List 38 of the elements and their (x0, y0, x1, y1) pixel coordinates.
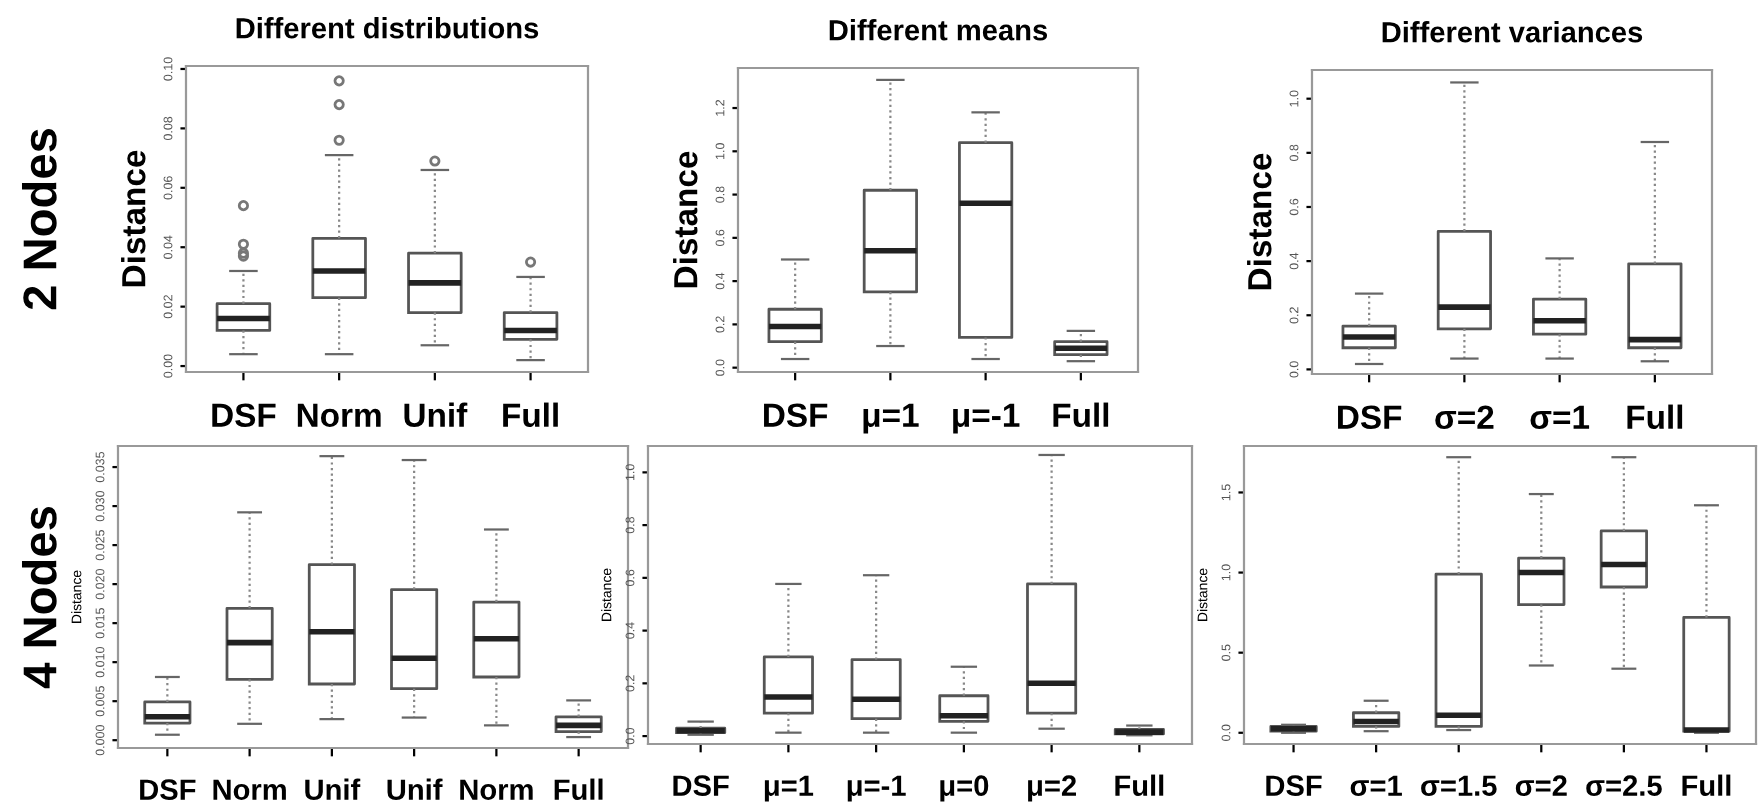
x-tick-label: Full (554, 778, 603, 800)
x-tick-label: Norm (297, 403, 381, 428)
x-tick-label: σ=2 (1515, 775, 1567, 796)
x-tick-label: Unif (404, 402, 468, 428)
x-tick-label: DSF (764, 403, 828, 428)
x-tick-label: μ=0 (940, 775, 989, 802)
x-tick-label: σ=2 (1435, 405, 1494, 430)
chart-title: Different variances (1382, 21, 1643, 43)
x-tick-label: Norm (213, 779, 286, 800)
x-tick-label: σ=2.5 (1586, 775, 1662, 796)
text: 4 Nodes (21, 507, 57, 689)
x-tick-label: σ=1 (1530, 405, 1590, 430)
x-tick-label: σ=1.5 (1421, 775, 1497, 796)
chart-title: Different means (829, 19, 1048, 41)
x-tick-label: Full (1053, 402, 1109, 428)
x-tick-label: Unif (387, 778, 443, 800)
x-tick-label: DSF (1338, 405, 1402, 430)
x-tick-label: Full (1627, 404, 1683, 430)
x-tick-label: μ=2 (1028, 775, 1076, 802)
x-tick-label: DSF (1266, 775, 1322, 796)
chart-title: Different distributions (236, 17, 539, 39)
x-tick-label: Full (1682, 774, 1731, 796)
x-tick-label: Full (1115, 774, 1164, 796)
x-tick-label: DSF (673, 775, 729, 796)
x-tick-label: μ=1 (863, 403, 919, 434)
y-axis-title: Distance (121, 150, 146, 287)
y-axis-title: Distance (673, 151, 698, 288)
x-tick-label: σ=1 (1350, 775, 1402, 796)
text: 2 Nodes (21, 129, 57, 310)
x-tick-label: μ=1 (764, 775, 814, 802)
x-tick-label: μ=-1 (953, 403, 1020, 434)
x-tick-label: Norm (460, 779, 533, 800)
y-axis-title: Distance (1247, 153, 1272, 290)
x-tick-label: Unif (305, 778, 361, 800)
x-tick-label: DSF (140, 779, 196, 800)
x-tick-label: Full (503, 402, 558, 428)
x-tick-label: μ=-1 (847, 775, 906, 802)
x-tick-label: DSF (212, 403, 276, 428)
